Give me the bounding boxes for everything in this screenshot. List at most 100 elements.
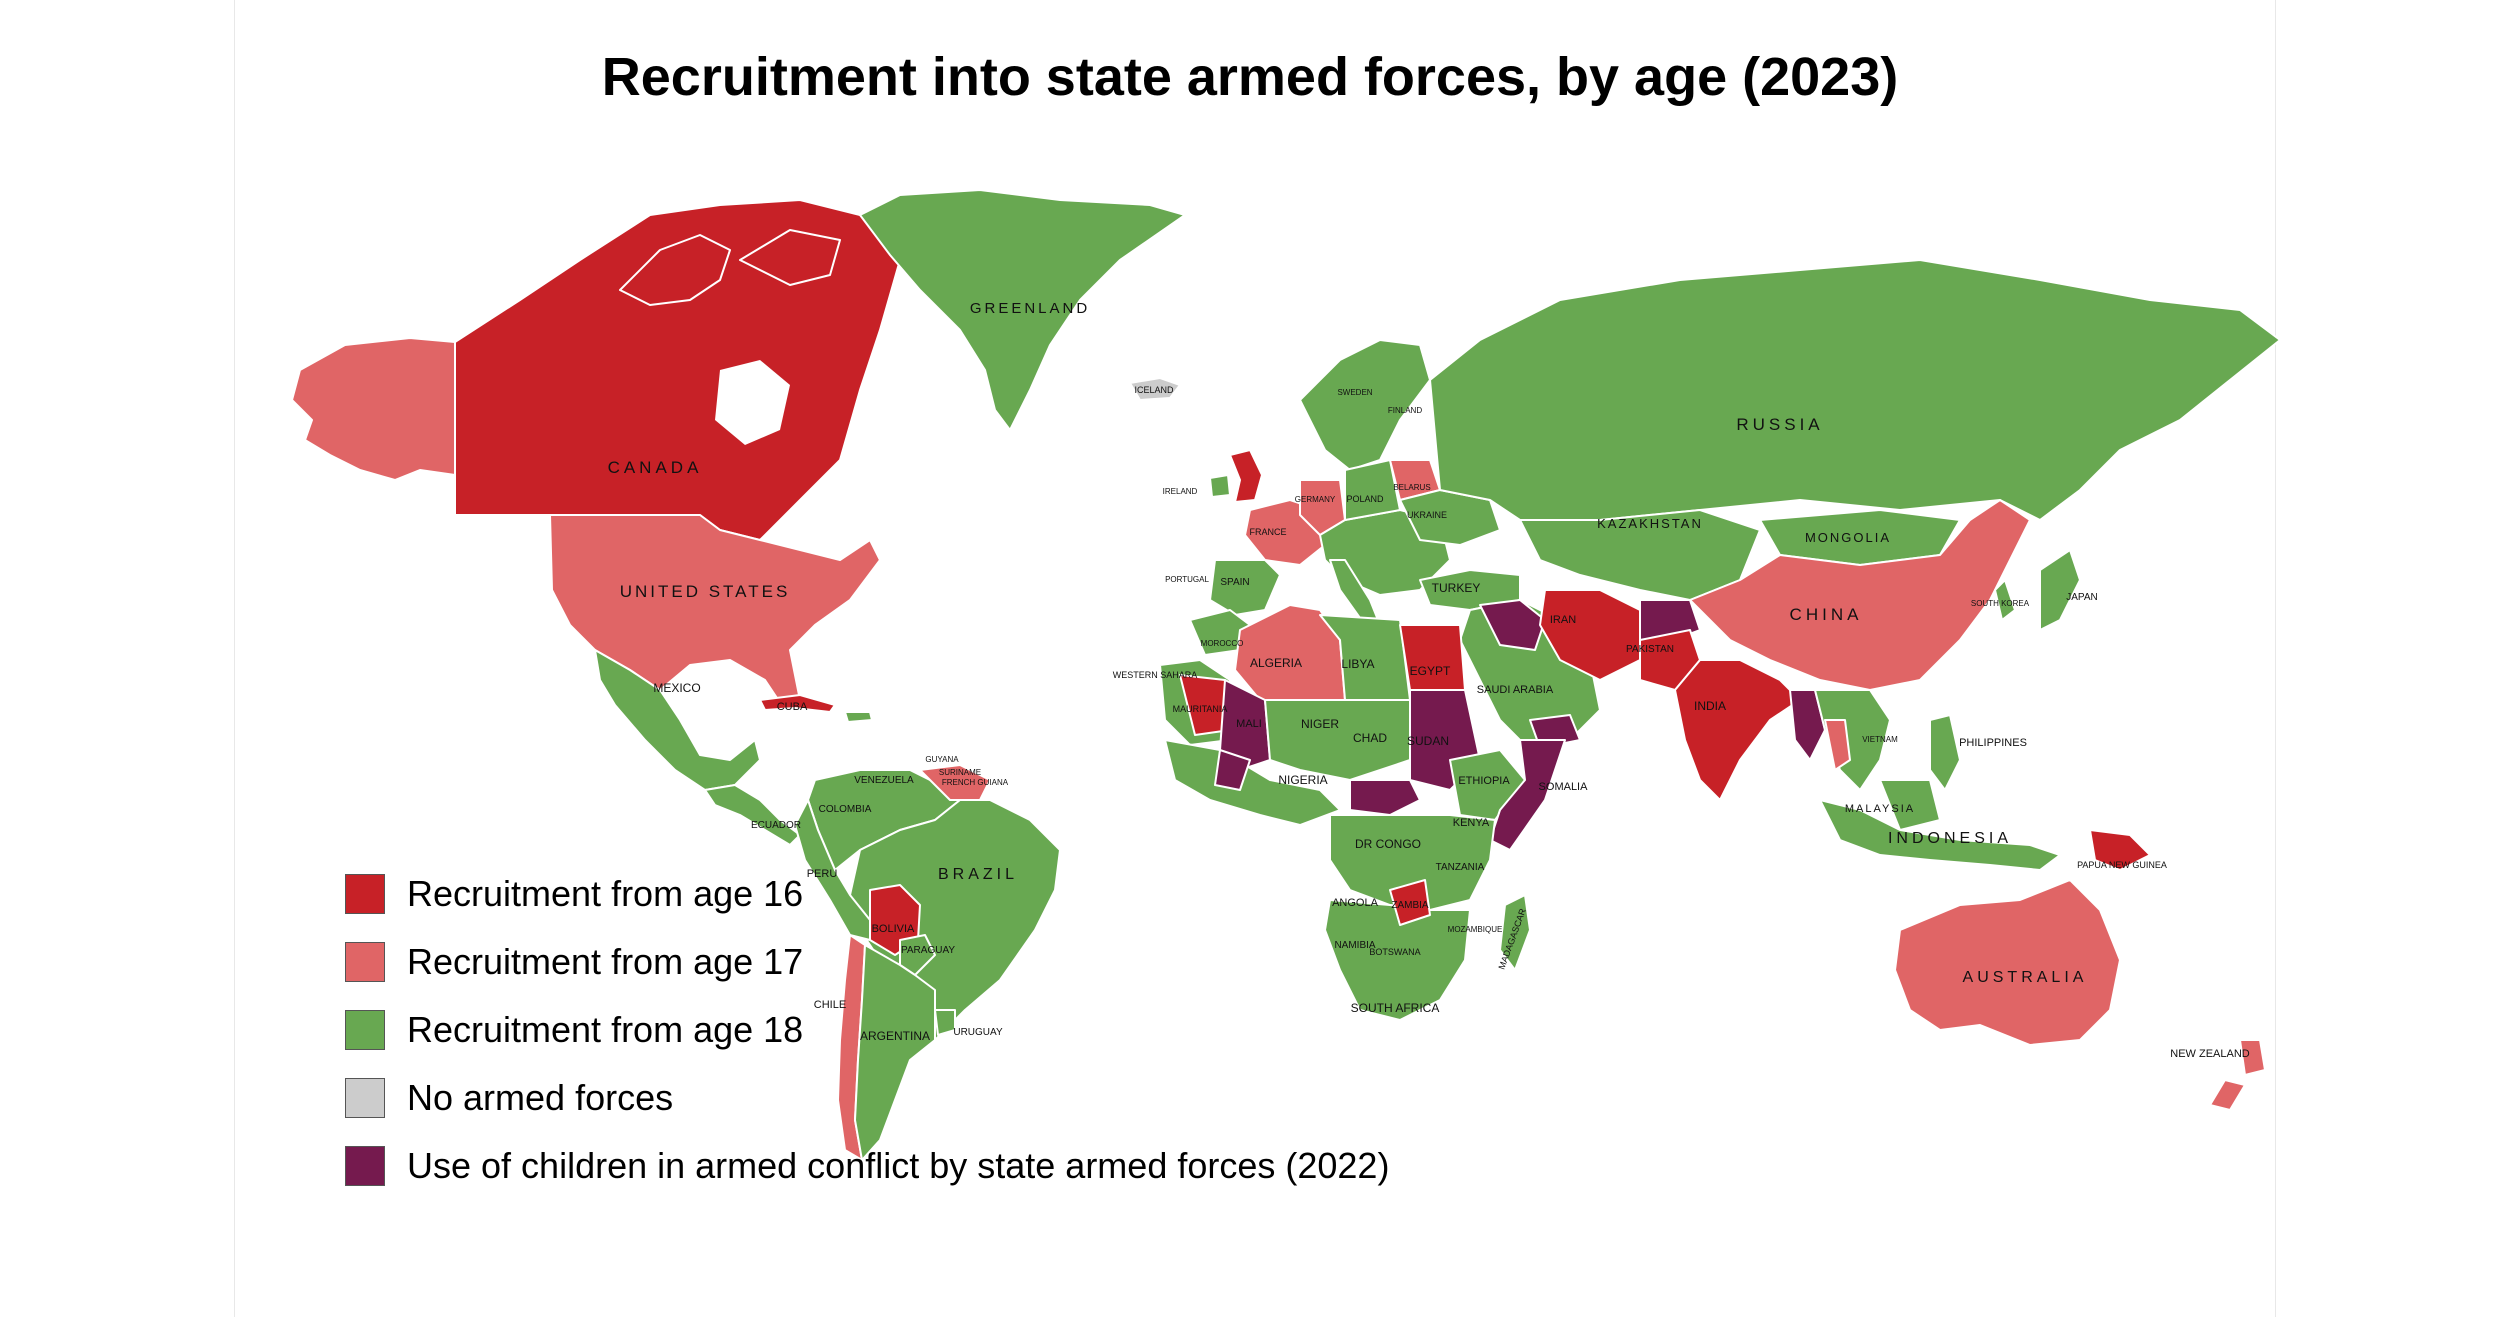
label-nigeria: NIGERIA (1278, 773, 1327, 787)
legend-swatch-age16 (345, 874, 385, 914)
label-vietnam: VIETNAM (1862, 735, 1898, 744)
region-ireland (1209, 474, 1231, 498)
label-australia: AUSTRALIA (1963, 969, 2088, 986)
label-south-africa: SOUTH AFRICA (1351, 1001, 1440, 1015)
label-kenya: KENYA (1453, 817, 1490, 829)
label-france: FRANCE (1249, 527, 1286, 537)
label-mongolia: MONGOLIA (1805, 530, 1891, 545)
label-bolivia: BOLIVIA (872, 923, 915, 935)
region-canada-arctic (619, 229, 841, 306)
label-argentina: ARGENTINA (860, 1029, 930, 1043)
label-algeria: ALGERIA (1250, 656, 1302, 670)
region-australia (1894, 879, 2121, 1046)
label-paraguay: PARAGUAY (901, 945, 955, 956)
label-ukraine: UKRAINE (1407, 510, 1447, 520)
region-indonesia (1819, 779, 2061, 871)
region-philippines (1929, 714, 1961, 791)
label-mali: MALI (1236, 718, 1262, 730)
region-congo-east-africa (1329, 814, 1496, 911)
region-egypt (1399, 624, 1466, 691)
region-central-africa-car (1349, 779, 1421, 816)
region-new-zealand (2209, 1039, 2266, 1111)
region-niger-chad (1264, 699, 1411, 781)
region-greenland (859, 189, 1186, 431)
region-hudson-bay (715, 360, 790, 445)
label-peru: PERU (807, 868, 838, 880)
label-sudan: SUDAN (1407, 734, 1449, 748)
region-iberia (1209, 559, 1281, 616)
label-egypt: EGYPT (1410, 664, 1451, 678)
region-paraguay (899, 934, 936, 976)
label-indonesia: INDONESIA (1888, 830, 2012, 847)
region-caribbean (844, 711, 873, 723)
label-finland: FINLAND (1388, 406, 1422, 415)
label-canada: CANADA (608, 458, 703, 477)
region-iceland (1129, 377, 1181, 401)
label-china: CHINA (1790, 605, 1863, 624)
label-chile: CHILE (814, 999, 846, 1011)
label-western-sahara: WESTERN SAHARA (1113, 670, 1198, 680)
label-south-korea: SOUTH KOREA (1971, 599, 2030, 608)
label-malaysia: MALAYSIA (1845, 803, 1915, 815)
region-iran (1539, 589, 1641, 681)
label-angola: ANGOLA (1332, 897, 1379, 909)
legend-swatch-age17 (345, 942, 385, 982)
legend-label-age18: Recruitment from age 18 (407, 1009, 804, 1050)
legend-item-none: No armed forces (345, 1064, 1389, 1132)
label-kazakhstan: KAZAKHSTAN (1597, 516, 1703, 531)
region-korea-japan (1994, 549, 2081, 631)
region-argentina (854, 944, 936, 1161)
legend-item-age17: Recruitment from age 17 (345, 928, 1389, 996)
label-new-zealand: NEW ZEALAND (2170, 1048, 2250, 1060)
region-guianas (919, 764, 991, 801)
label-dr-congo: DR CONGO (1355, 837, 1421, 851)
region-uruguay (934, 1009, 956, 1036)
region-myanmar (1789, 689, 1826, 761)
label-poland: POLAND (1346, 494, 1384, 504)
region-poland-baltics (1344, 459, 1401, 521)
legend: Recruitment from age 16 Recruitment from … (345, 860, 1389, 1200)
label-colombia: COLOMBIA (819, 804, 872, 815)
label-sweden: SWEDEN (1337, 388, 1372, 397)
label-namibia: NAMIBIA (1334, 940, 1375, 951)
label-french-guiana: FRENCH GUIANA (942, 778, 1009, 787)
region-mexico (594, 649, 761, 791)
legend-swatch-age18 (345, 1010, 385, 1050)
label-philippines: PHILIPPINES (1959, 737, 2027, 749)
region-india (1674, 659, 1801, 801)
label-iran: IRAN (1550, 614, 1576, 626)
label-spain: SPAIN (1220, 577, 1249, 588)
label-libya: LIBYA (1341, 657, 1374, 671)
region-mali (1219, 679, 1271, 771)
label-morocco: MOROCCO (1201, 639, 1244, 648)
legend-item-age18: Recruitment from age 18 (345, 996, 1389, 1064)
label-uruguay: URUGUAY (953, 1027, 1003, 1038)
label-pakistan: PAKISTAN (1626, 644, 1674, 655)
legend-item-children: Use of children in armed conflict by sta… (345, 1132, 1389, 1200)
legend-swatch-children (345, 1146, 385, 1186)
label-botswana: BOTSWANA (1369, 947, 1420, 957)
legend-label-age17: Recruitment from age 17 (407, 941, 804, 982)
region-zambia (1389, 879, 1431, 926)
region-syria-iraq (1479, 599, 1546, 651)
map-title: Recruitment into state armed forces, by … (601, 47, 1899, 107)
label-somalia: SOMALIA (1539, 781, 1589, 793)
region-papua-new-guinea (2089, 829, 2151, 871)
region-madagascar (1499, 894, 1531, 971)
label-zambia: ZAMBIA (1391, 900, 1429, 911)
label-mozambique: MOZAMBIQUE (1448, 925, 1503, 934)
map-frame (234, 0, 2276, 1317)
label-mauritania: MAURITANIA (1173, 704, 1228, 714)
label-papua: PAPUA NEW GUINEA (2077, 860, 2167, 870)
label-brazil: BRAZIL (938, 866, 1018, 883)
region-somalia (1489, 739, 1566, 851)
label-tanzania: TANZANIA (1436, 862, 1485, 873)
region-alaska (291, 337, 456, 481)
label-greenland: GREENLAND (970, 300, 1090, 317)
region-burkina-nigeria (1214, 749, 1251, 791)
label-ireland: IRELAND (1163, 487, 1198, 496)
legend-swatch-none (345, 1078, 385, 1118)
legend-label-none: No armed forces (407, 1077, 674, 1118)
label-niger: NIGER (1301, 717, 1339, 731)
